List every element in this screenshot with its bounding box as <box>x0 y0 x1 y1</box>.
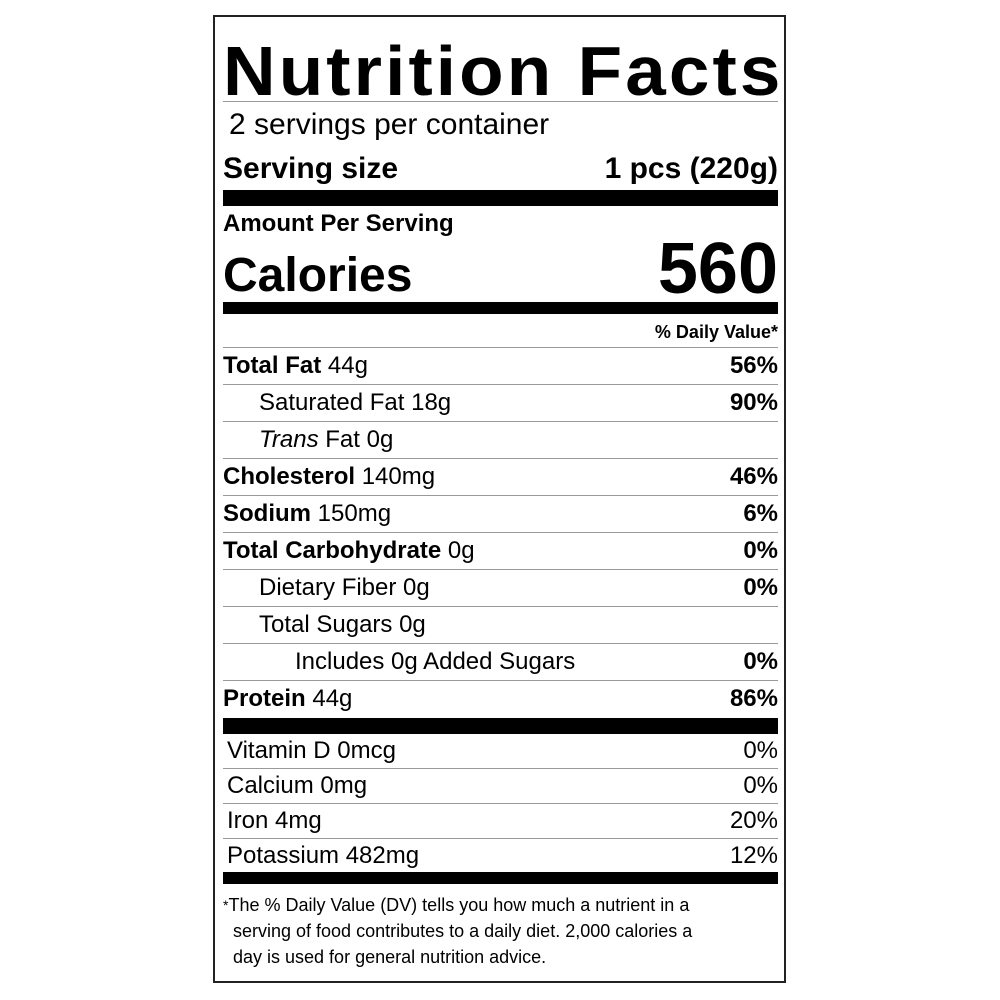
nutrient-amount: 150mg <box>317 500 392 527</box>
nutrient-amount: 0g <box>399 611 426 638</box>
nutrient-name: Dietary Fiber 0g <box>223 570 430 606</box>
nutrient-row: Cholesterol 140mg 46% <box>223 459 778 496</box>
nutrient-label: Protein <box>223 685 306 712</box>
servings-per-container: 2 servings per container <box>229 108 550 141</box>
nutrient-name: Trans Fat 0g <box>223 422 393 458</box>
nutrient-daily-value: 0% <box>743 574 778 601</box>
nutrient-row: Total Sugars 0g <box>223 607 778 644</box>
vitamin-daily-value: 0% <box>743 772 778 799</box>
thick-divider <box>223 190 778 206</box>
nutrient-name: Includes 0g Added Sugars <box>223 644 575 680</box>
vitamin-daily-value: 20% <box>729 807 778 834</box>
nutrient-name: Total Sugars 0g <box>223 607 426 643</box>
nutrient-daily-value: 6% <box>743 500 778 527</box>
nutrient-list: Total Fat 44g 56% Saturated Fat 18g 90% Tran… <box>223 348 778 717</box>
label-title: Nutrition Facts <box>223 32 784 110</box>
nutrient-name: Protein 44g <box>223 681 352 717</box>
nutrient-name: Saturated Fat 18g <box>223 385 451 421</box>
nutrition-facts-label: Nutrition Facts 2 servings per container… <box>213 15 786 983</box>
vitamin-daily-value: 12% <box>729 842 778 869</box>
nutrient-label: Cholesterol <box>223 463 356 490</box>
vitamin-name: Potassium 482mg <box>227 842 420 869</box>
nutrient-name: Total Carbohydrate 0g <box>223 533 475 569</box>
nutrient-daily-value: 46% <box>729 463 778 490</box>
nutrient-amount: 0g <box>403 574 430 601</box>
nutrient-row: Includes 0g Added Sugars 0% <box>223 644 778 681</box>
nutrient-amount: 140mg <box>361 463 436 490</box>
vitamin-row: Vitamin D 0mcg 0% <box>223 734 778 769</box>
nutrient-row: Total Fat 44g 56% <box>223 348 778 385</box>
calories-value: 560 <box>657 229 778 309</box>
nutrient-daily-value: 90% <box>729 389 778 416</box>
nutrient-row: Dietary Fiber 0g 0% <box>223 570 778 607</box>
nutrient-name-italic: Trans <box>259 426 319 453</box>
nutrient-row: Saturated Fat 18g 90% <box>223 385 778 422</box>
nutrient-daily-value: 0% <box>743 648 778 675</box>
nutrient-daily-value: 86% <box>729 685 778 712</box>
nutrient-label: Includes 0g Added Sugars <box>295 648 576 675</box>
calories-row: Calories 560 <box>223 229 778 309</box>
vitamin-row: Iron 4mg 20% <box>223 804 778 839</box>
vitamin-daily-value: 0% <box>743 737 778 764</box>
footnote-line: The % Daily Value (DV) tells you how muc… <box>228 895 690 915</box>
nutrient-label: Total Carbohydrate <box>223 537 442 564</box>
thick-divider <box>223 872 778 884</box>
daily-value-header: % Daily Value* <box>654 322 778 342</box>
vitamin-name: Calcium 0mg <box>227 772 368 799</box>
vitamin-name: Iron 4mg <box>227 807 322 834</box>
nutrient-label: Saturated Fat <box>259 389 405 416</box>
nutrient-label: Dietary Fiber <box>259 574 397 601</box>
serving-size-label: Serving size <box>223 152 399 185</box>
nutrient-name: Cholesterol 140mg <box>223 459 435 495</box>
nutrient-row: Trans Fat 0g <box>223 422 778 459</box>
footnote: *The % Daily Value (DV) tells you how mu… <box>223 892 764 970</box>
nutrient-amount: 18g <box>411 389 452 416</box>
divider <box>223 347 778 348</box>
vitamin-row: Potassium 482mg 12% <box>223 839 778 873</box>
nutrient-daily-value: 56% <box>729 352 778 379</box>
nutrient-amount: 44g <box>327 352 368 379</box>
divider <box>223 101 778 102</box>
serving-size-row: Serving size 1 pcs (220g) <box>223 151 778 187</box>
vitamin-list: Vitamin D 0mcg 0% Calcium 0mg 0% Iron 4mg 20%… <box>223 734 778 873</box>
nutrient-label: Sodium <box>223 500 311 527</box>
nutrient-label: Fat <box>325 426 360 453</box>
thick-divider <box>223 302 778 314</box>
nutrient-name: Total Fat 44g <box>223 348 368 384</box>
nutrient-label: Total Fat <box>223 352 322 379</box>
nutrient-amount: 0g <box>366 426 394 453</box>
nutrient-label: Total Sugars <box>259 611 393 638</box>
thick-divider <box>223 718 778 734</box>
nutrient-row: Total Carbohydrate 0g 0% <box>223 533 778 570</box>
nutrient-row: Protein 44g 86% <box>223 681 778 717</box>
nutrient-daily-value: 0% <box>743 537 778 564</box>
footnote-line: serving of food contributes to a daily d… <box>233 921 693 941</box>
nutrient-amount: 0g <box>447 537 475 564</box>
vitamin-row: Calcium 0mg 0% <box>223 769 778 804</box>
serving-size-value: 1 pcs (220g) <box>604 152 778 185</box>
nutrient-name: Sodium 150mg <box>223 496 391 532</box>
vitamin-name: Vitamin D 0mcg <box>227 737 396 764</box>
nutrient-row: Sodium 150mg 6% <box>223 496 778 533</box>
nutrient-amount: 44g <box>312 685 353 712</box>
footnote-marker: * <box>223 897 229 913</box>
footnote-line: day is used for general nutrition advice… <box>233 947 547 967</box>
calories-label: Calories <box>223 249 413 302</box>
amount-per-serving: Amount Per Serving <box>223 210 454 237</box>
